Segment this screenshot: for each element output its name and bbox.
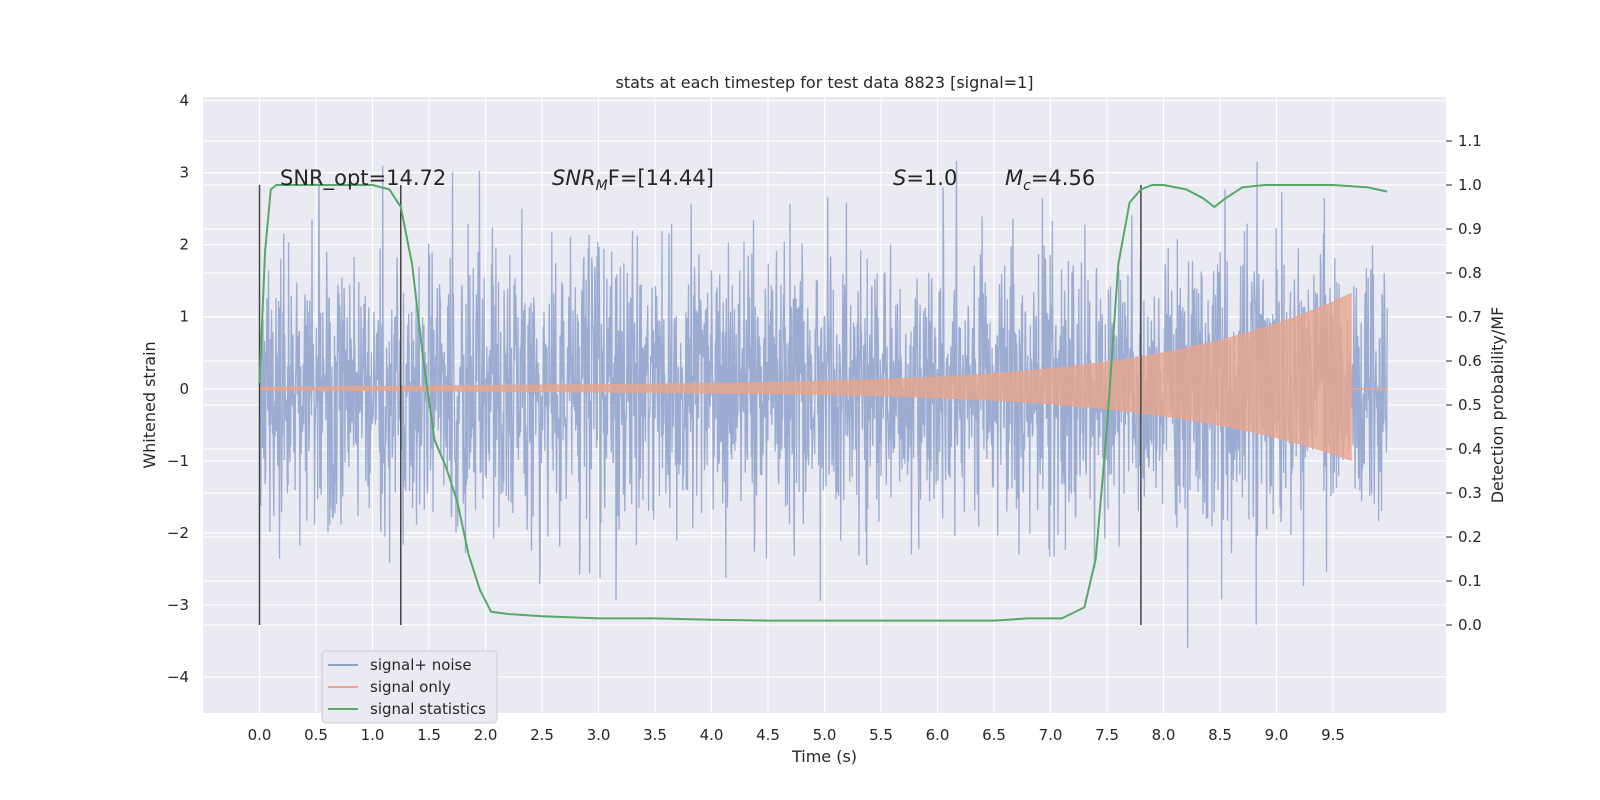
- series-line-signal-statistics: [258, 184, 1388, 622]
- x-tick-label: 4.5: [756, 726, 780, 744]
- y-tick-label-right: 0.2: [1458, 528, 1482, 546]
- x-tick-label: 7.5: [1095, 726, 1119, 744]
- y-tick-label-right: 0.5: [1458, 396, 1482, 414]
- legend-label-signal-only: signal only: [370, 678, 451, 696]
- x-tick-label: 7.0: [1039, 726, 1063, 744]
- annotation-snr-mf: SNRMF=[14.44]: [552, 166, 714, 194]
- annotation-snr-mf-symbol: SNR: [552, 166, 596, 190]
- y-tick-label-right: 0.9: [1458, 220, 1482, 238]
- annotation-mc-rest: =4.56: [1031, 166, 1095, 190]
- x-tick-label: 3.0: [587, 726, 611, 744]
- x-axis-label: Time (s): [791, 747, 857, 766]
- annotation-mc: Mc=4.56: [1005, 166, 1095, 194]
- y-tick-label-left: −1: [167, 452, 189, 470]
- vertical-markers: [258, 185, 1142, 625]
- y-tick-label-left: 2: [179, 236, 189, 254]
- y-tick-label-left: 4: [179, 92, 189, 110]
- y-tick-label-left: 1: [179, 308, 189, 326]
- y-tick-label-right: 1.0: [1458, 176, 1482, 194]
- annotation-mc-sub: c: [1023, 178, 1031, 194]
- legend-label-signal-plus-noise: signal+ noise: [370, 656, 472, 674]
- x-tick-label: 8.0: [1152, 726, 1176, 744]
- x-tick-label: 9.5: [1321, 726, 1345, 744]
- x-tick-label: 2.0: [474, 726, 498, 744]
- series-signal-only: [259, 292, 1388, 461]
- annotation-snr-mf-sub: M: [596, 178, 608, 194]
- tick-labels: 0.0 0.5 1.0 1.5 2.0 2.5 3.0 3.5 4.0 4.5 5.0 5.5 6.0 6…: [167, 92, 1482, 744]
- legend-label-signal-statistics: signal statistics: [370, 700, 486, 718]
- series-area-signal-only: [259, 292, 1352, 461]
- annotation-s-rest: =1.0: [906, 166, 957, 190]
- x-tick-label: 0.5: [304, 726, 328, 744]
- y-axis-label-right: Detection probability/MF: [1488, 307, 1507, 504]
- y-tick-label-right: 0.0: [1458, 616, 1482, 634]
- y-tick-label-left: −4: [167, 668, 189, 686]
- x-tick-label: 4.0: [700, 726, 724, 744]
- y-tick-label-right: 0.1: [1458, 572, 1482, 590]
- legend: signal+ noise signal only signal statist…: [321, 650, 498, 724]
- x-tick-label: 1.5: [417, 726, 441, 744]
- x-tick-label: 5.5: [869, 726, 893, 744]
- y-tick-label-right: 0.6: [1458, 352, 1482, 370]
- x-tick-label: 9.0: [1265, 726, 1289, 744]
- x-tick-label: 5.0: [813, 726, 837, 744]
- y-tick-label-right: 0.8: [1458, 264, 1482, 282]
- x-tick-label: 3.5: [643, 726, 667, 744]
- annotation-s-symbol: S: [893, 166, 906, 190]
- y-tick-label-right: 1.1: [1458, 132, 1482, 150]
- y-tick-label-left: −3: [167, 596, 189, 614]
- annotation-snr-mf-rest: F=[14.44]: [608, 166, 714, 190]
- x-tick-label: 1.0: [361, 726, 385, 744]
- y-tick-label-right: 0.3: [1458, 484, 1482, 502]
- y-tick-label-right: 0.4: [1458, 440, 1482, 458]
- x-tick-label: 2.5: [530, 726, 554, 744]
- legend-box: [321, 650, 498, 724]
- x-tick-label: 6.5: [982, 726, 1006, 744]
- x-tick-label: 0.0: [248, 726, 272, 744]
- annotation-mc-symbol: M: [1005, 166, 1023, 190]
- annotation-snr-opt: SNR_opt=14.72: [280, 166, 446, 191]
- annotation-s: S=1.0: [893, 166, 957, 190]
- y-tick-label-right: 0.7: [1458, 308, 1482, 326]
- series-signal-statistics: [258, 184, 1388, 622]
- y-tick-label-left: 3: [179, 164, 189, 182]
- x-tick-label: 6.0: [926, 726, 950, 744]
- y-tick-label-left: 0: [179, 380, 189, 398]
- x-tick-label: 8.5: [1208, 726, 1232, 744]
- y-axis-label-left: Whitened strain: [140, 341, 159, 468]
- chart-title: stats at each timestep for test data 882…: [615, 73, 1033, 92]
- y-tick-label-left: −2: [167, 524, 189, 542]
